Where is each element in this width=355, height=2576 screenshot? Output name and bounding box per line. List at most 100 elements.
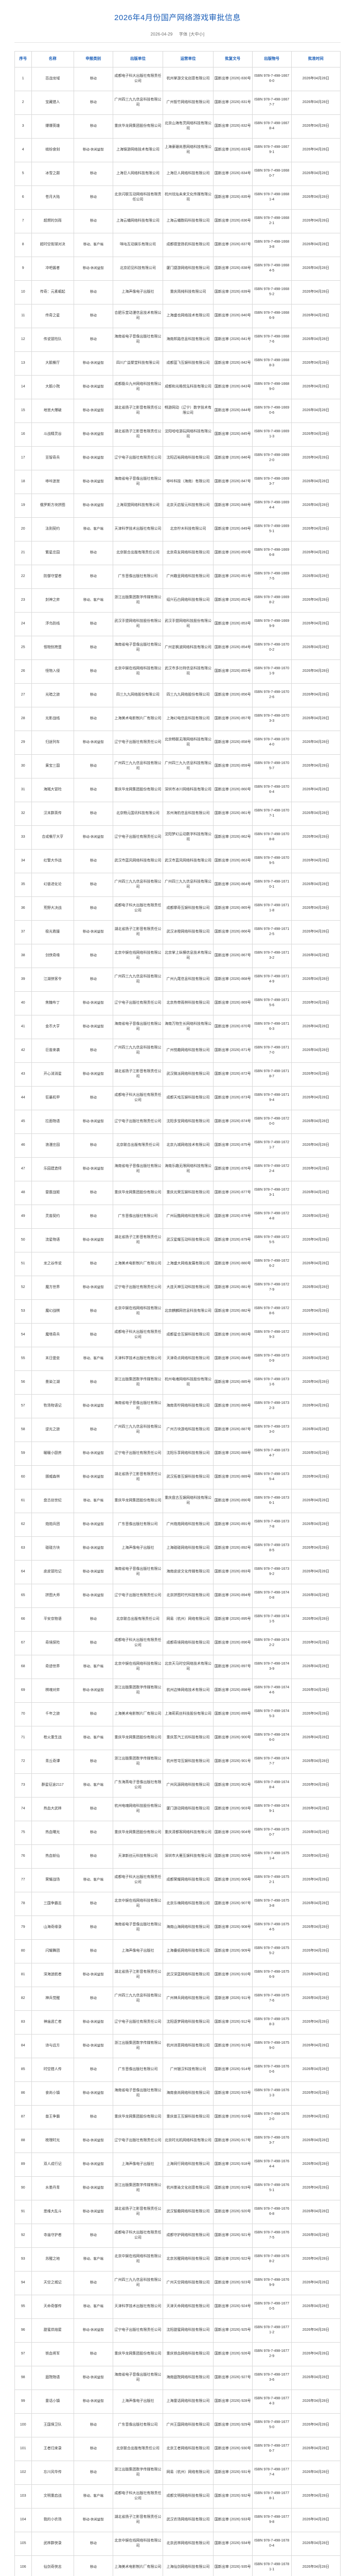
table-row: 68 奇迹世界 移动、客户端 北京中娱在线网络科技有限公司 北京天马时空网络技术有限公司…: [14, 1654, 341, 1679]
cell-cat: 移动: [73, 1797, 113, 1821]
cell-idx: 79: [14, 1915, 32, 1940]
cell-idx: 68: [14, 1654, 32, 1679]
cell-name: 童话小镇: [31, 2389, 74, 2414]
cell-name: 传奇之星: [31, 303, 74, 328]
cell-doc-number: 国新出审 (2026) 901号: [212, 1749, 253, 1774]
cell-cat: 移动-休闲益智: [73, 422, 113, 447]
cell-doc-number: 国新出审 (2026) 929号: [212, 2413, 253, 2437]
cell-doc-number: 国新出审 (2026) 919号: [212, 2176, 253, 2200]
cell-approval-date: 2026年04月28日: [291, 825, 341, 850]
cell-pub: 湖北省扬子江影音有限责任公司: [112, 1228, 164, 1252]
cell-pub: 北京畅元国讯科技有限公司: [112, 801, 164, 826]
cell-doc-number: 国新出审 (2026) 838号: [212, 256, 253, 281]
cell-pub: 重庆华龙网集团股份有限公司: [112, 1725, 164, 1750]
cell-approval-date: 2026年04月28日: [291, 1844, 341, 1869]
cell-pub: 辽宁电子出版社有限责任公司: [112, 825, 164, 850]
cell-doc-number: 国新出审 (2026) 933号: [212, 2507, 253, 2532]
cell-isbn: ISBN 978-7-498-16770-5: [252, 2294, 292, 2319]
cell-isbn: ISBN 978-7-498-16731-6: [252, 1370, 292, 1395]
cell-idx: 101: [14, 2436, 32, 2461]
table-row: 42 巨兽来袭 移动 广州四三九九信息科技有限公司 广州悦趣网络科技有限公司 国新出审 (…: [14, 1038, 341, 1063]
cell-idx: 67: [14, 1631, 32, 1655]
cell-op: 北京时光机网络科技有限公司: [163, 2128, 214, 2153]
cell-cat: 移动: [73, 564, 113, 589]
cell-doc-number: 国新出审 (2026) 867号: [212, 943, 253, 968]
cell-idx: 93: [14, 2247, 32, 2272]
cell-isbn: ISBN 978-7-498-16779-8: [252, 2507, 292, 2532]
cell-approval-date: 2026年04月28日: [291, 280, 341, 304]
cell-cat: 移动: [73, 209, 113, 233]
table-row: 44 狂暴机甲 移动 成都电子科大出版社有限责任公司 成都天戏互娱科技有限公司 国新出审 …: [14, 1086, 341, 1110]
cell-name: 热血斩仙: [31, 1844, 74, 1869]
cell-approval-date: 2026年04月28日: [291, 2436, 341, 2461]
cell-doc-number: 国新出审 (2026) 904号: [212, 1820, 253, 1845]
cell-approval-date: 2026年04月28日: [291, 1725, 341, 1750]
cell-isbn: ISBN 978-7-498-16747-7: [252, 1749, 292, 1774]
cell-approval-date: 2026年04月28日: [291, 2460, 341, 2485]
cell-isbn: ISBN 978-7-498-16702-6: [252, 683, 292, 707]
cell-approval-date: 2026年04月28日: [291, 2531, 341, 2556]
cell-cat: 移动: [73, 327, 113, 352]
cell-approval-date: 2026年04月28日: [291, 540, 341, 565]
cell-op: 北京拼图时代科技有限公司: [163, 1583, 214, 1608]
cell-approval-date: 2026年04月28日: [291, 351, 341, 376]
cell-doc-number: 国新出审 (2026) 916号: [212, 2105, 253, 2129]
cell-cat: 移动: [73, 1204, 113, 1229]
cell-pub: 天津科学技术出版社有限公司: [112, 517, 164, 541]
cell-op: 武汉冰橙网络科技有限公司: [163, 920, 214, 944]
table-row: 51 龙之谷传说 移动 上海美术电影制片厂有限公司 上海盛大网络发展有限公司 国新出审 (…: [14, 1251, 341, 1276]
cell-isbn: ISBN 978-7-498-16705-7: [252, 754, 292, 778]
table-row: 28 光影战线 移动 上海美术电影制片厂有限公司 上海幻电信息科技有限公司 国新出审 (2…: [14, 706, 341, 731]
cell-op: 北京奇友网络科技有限公司: [163, 540, 214, 565]
cell-op: 海南庭院网络科技有限公司: [163, 2365, 214, 2390]
cell-doc-number: 国新出审 (2026) 888号: [212, 1441, 253, 1466]
cell-idx: 11: [14, 303, 32, 328]
cell-doc-number: 国新出审 (2026) 874号: [212, 1109, 253, 1134]
cell-cat: 移动: [73, 872, 113, 897]
cell-cat: 移动、客户端: [73, 2484, 113, 2509]
cell-idx: 59: [14, 1441, 32, 1466]
font-size-medium[interactable]: 中: [194, 31, 199, 37]
table-row: 12 传说冒险队 移动 海南省电子音像出版社有限公司 海南邦路信息科技有限公司 国新出审 …: [14, 327, 341, 352]
cell-doc-number: 国新出审 (2026) 872号: [212, 1062, 253, 1087]
cell-isbn: ISBN 978-7-498-16767-5: [252, 2223, 292, 2248]
table-row: 97 铁血将军 移动 重庆华龙网集团股份有限公司 重庆铁血网络科技有限公司 国新出审 (2…: [14, 2342, 341, 2366]
cell-pub: 成都电子科大出版社有限责任公司: [112, 1868, 164, 1892]
cell-doc-number: 国新出审 (2026) 866号: [212, 920, 253, 944]
cell-idx: 98: [14, 2365, 32, 2390]
cell-approval-date: 2026年04月28日: [291, 493, 341, 518]
cell-idx: 37: [14, 920, 32, 944]
cell-cat: 移动: [73, 185, 113, 210]
cell-doc-number: 国新出审 (2026) 891号: [212, 1512, 253, 1537]
cell-idx: 30: [14, 754, 32, 778]
cell-doc-number: 国新出审 (2026) 846号: [212, 446, 253, 470]
table-row: 14 大鹅小院 移动-休闲益智 成都磊众九州网络科技有限公司 成都和光皓悦泓科技有限公司…: [14, 375, 341, 399]
cell-idx: 17: [14, 446, 32, 470]
cell-approval-date: 2026年04月28日: [291, 1986, 341, 2011]
cell-doc-number: 国新出审 (2026) 893号: [212, 1560, 253, 1584]
cell-name: 天命奇御传: [31, 2294, 74, 2319]
cell-idx: 80: [14, 1939, 32, 1963]
font-size-small[interactable]: 小: [199, 31, 203, 37]
cell-cat: 移动: [73, 280, 113, 304]
cell-op: 重庆简纯科技有限公司: [163, 280, 214, 304]
cell-approval-date: 2026年04月28日: [291, 2081, 341, 2106]
cell-name: 合成餐厅大亨: [31, 825, 74, 850]
cell-pub: 四川广益聚堂科技有限公司: [112, 351, 164, 376]
cell-doc-number: 国新出审 (2026) 894号: [212, 1583, 253, 1608]
cell-isbn: ISBN 978-7-498-16732-3: [252, 1394, 292, 1418]
cell-name: 逆光之旅: [31, 1417, 74, 1442]
cell-pub: 成都磊众九州网络科技有限公司: [112, 375, 164, 399]
cell-op: 上海碰碰网络科技有限公司: [163, 1536, 214, 1561]
cell-cat: 移动: [73, 2270, 113, 2295]
table-body: 1 百战龙域 移动 成都电子科大出版社有限责任公司 杭州掌游文化创意有限公司 国新出审 (…: [14, 66, 341, 2576]
cell-idx: 49: [14, 1204, 32, 1229]
cell-name: 仙剑奇侠志: [31, 2555, 74, 2576]
table-row: 50 流星物语 移动-休闲益智 湖北省扬子江影音有限责任公司 武汉星耀互动科技有限公司国…: [14, 1228, 341, 1252]
cell-op: 上海叠纸网络科技有限公司: [163, 1939, 214, 1963]
cell-approval-date: 2026年04月28日: [291, 2507, 341, 2532]
table-row: 24 浮鸟防线 移动 武汉手盟网络科技股份有限公司 武汉手盟网络科技股份有限公司 国新出审…: [14, 612, 341, 636]
cell-idx: 19: [14, 493, 32, 518]
cell-cat: 移动-休闲益智: [73, 1583, 113, 1608]
font-size-large[interactable]: 大: [190, 31, 195, 37]
